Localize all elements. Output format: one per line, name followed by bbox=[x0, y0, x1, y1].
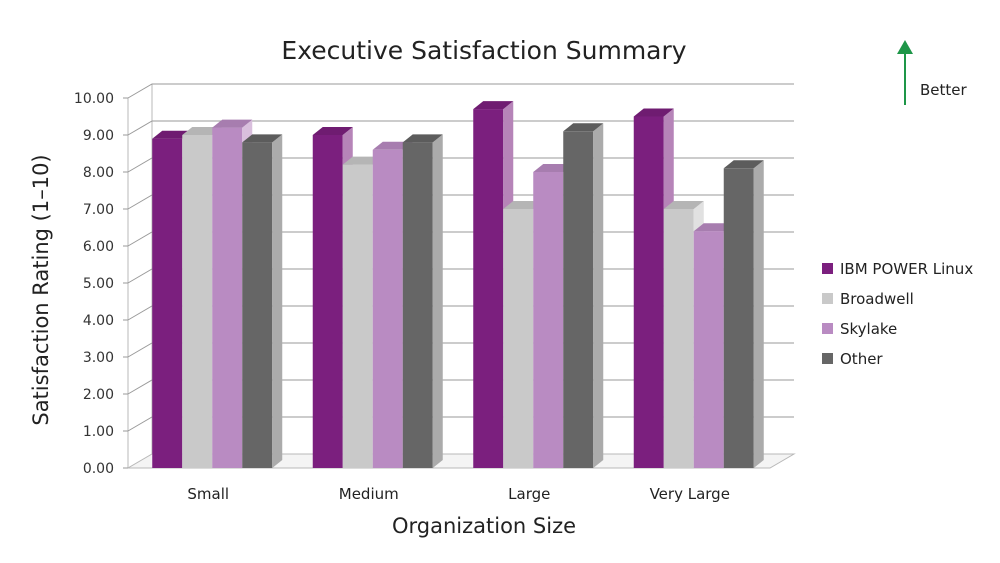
bar-front bbox=[402, 142, 433, 468]
bar-top bbox=[312, 127, 353, 135]
legend-label: Broadwell bbox=[840, 290, 914, 308]
y-tick-label: 7.00 bbox=[83, 202, 114, 218]
bar-top bbox=[242, 134, 283, 143]
bar bbox=[242, 134, 283, 468]
legend-label: Skylake bbox=[840, 320, 897, 338]
bar-top bbox=[402, 134, 443, 143]
bar-top bbox=[212, 119, 253, 128]
x-tick-label: Large bbox=[508, 485, 550, 503]
legend: IBM POWER Linux Broadwell Skylake Other bbox=[822, 260, 973, 368]
y-tick-label: 2.00 bbox=[83, 387, 114, 403]
bar-front bbox=[473, 109, 504, 468]
y-tick-label: 1.00 bbox=[83, 424, 114, 440]
legend-swatch bbox=[822, 263, 833, 274]
better-annotation: Better bbox=[897, 40, 968, 105]
y-tick-label: 4.00 bbox=[83, 313, 114, 329]
bar-group bbox=[152, 119, 283, 468]
bar bbox=[723, 160, 764, 469]
y-tick-label: 8.00 bbox=[83, 165, 114, 181]
better-arrow-head bbox=[897, 40, 913, 54]
bar-front bbox=[723, 168, 754, 469]
legend-swatch bbox=[822, 293, 833, 304]
bars bbox=[152, 101, 764, 469]
y-tick-label: 6.00 bbox=[83, 239, 114, 255]
bar-top bbox=[723, 160, 764, 169]
bar-front bbox=[212, 127, 243, 468]
legend-item: IBM POWER Linux bbox=[822, 260, 973, 278]
bar-front bbox=[182, 135, 213, 468]
legend-item: Skylake bbox=[822, 320, 897, 338]
bar-front bbox=[693, 231, 724, 468]
bar-top bbox=[563, 123, 604, 132]
x-tick-label: Small bbox=[187, 485, 229, 503]
bar-front bbox=[663, 209, 694, 468]
y-tick-label: 0.00 bbox=[83, 461, 114, 477]
legend-label: Other bbox=[840, 350, 883, 368]
bar bbox=[563, 123, 604, 469]
bar-front bbox=[312, 135, 343, 468]
y-tick-label: 9.00 bbox=[83, 128, 114, 144]
gridline bbox=[127, 120, 794, 136]
bar-front bbox=[372, 149, 403, 469]
y-axis-title: Satisfaction Rating (1–10) bbox=[29, 154, 53, 425]
legend-item: Broadwell bbox=[822, 290, 914, 308]
bar-front bbox=[633, 116, 664, 468]
legend-label: IBM POWER Linux bbox=[840, 260, 973, 278]
bar-front bbox=[503, 209, 534, 468]
x-tick-labels: Small Medium Large Very Large bbox=[187, 485, 730, 503]
legend-swatch bbox=[822, 353, 833, 364]
bar-top bbox=[473, 101, 514, 110]
bar-front bbox=[242, 142, 273, 468]
x-axis-title: Organization Size bbox=[392, 514, 576, 538]
bar-front bbox=[342, 164, 373, 468]
y-tick-label: 5.00 bbox=[83, 276, 114, 292]
bar-top bbox=[663, 201, 704, 209]
bar-top bbox=[633, 108, 674, 117]
bar bbox=[402, 134, 443, 468]
chart-title: Executive Satisfaction Summary bbox=[281, 36, 686, 65]
bar-group bbox=[312, 127, 443, 469]
legend-swatch bbox=[822, 323, 833, 334]
gridline bbox=[127, 83, 794, 99]
legend-item: Other bbox=[822, 350, 883, 368]
chart-frame bbox=[126, 84, 796, 469]
better-label: Better bbox=[920, 81, 968, 99]
bar-side bbox=[593, 123, 604, 469]
bar-side bbox=[432, 134, 443, 468]
x-tick-label: Very Large bbox=[650, 485, 730, 503]
y-tick-label: 10.00 bbox=[74, 91, 114, 107]
bar-front bbox=[152, 138, 183, 468]
bar-front bbox=[563, 131, 594, 469]
bar-side bbox=[272, 134, 283, 468]
y-tick-label: 3.00 bbox=[83, 350, 114, 366]
bar-front bbox=[533, 172, 564, 468]
bar-group bbox=[473, 101, 604, 469]
y-tick-labels: 0.00 1.00 2.00 3.00 4.00 5.00 6.00 7.00 8.00 9.00… bbox=[74, 91, 114, 477]
x-tick-label: Medium bbox=[339, 485, 399, 503]
bar-side bbox=[753, 160, 764, 469]
bar-group bbox=[633, 108, 764, 469]
